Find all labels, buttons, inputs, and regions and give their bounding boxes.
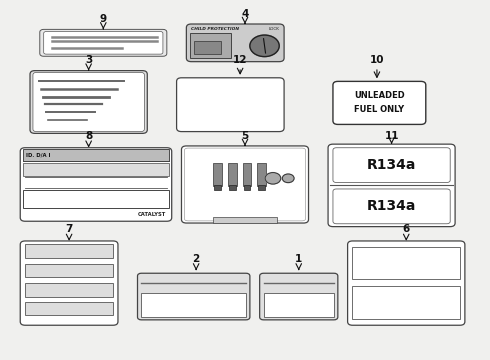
Bar bbox=[25, 264, 113, 277]
Bar bbox=[194, 41, 221, 54]
Text: ID. D/A I: ID. D/A I bbox=[26, 152, 50, 157]
Text: 8: 8 bbox=[85, 131, 92, 140]
Bar bbox=[25, 244, 113, 258]
FancyBboxPatch shape bbox=[33, 72, 145, 132]
Text: LOCK: LOCK bbox=[269, 27, 279, 31]
FancyBboxPatch shape bbox=[333, 81, 426, 125]
Text: 7: 7 bbox=[65, 224, 73, 234]
Bar bbox=[264, 293, 334, 317]
Text: 9: 9 bbox=[100, 14, 107, 24]
Bar bbox=[441, 309, 459, 319]
Text: FUEL ONLY: FUEL ONLY bbox=[354, 105, 404, 114]
FancyBboxPatch shape bbox=[333, 148, 450, 183]
FancyBboxPatch shape bbox=[328, 144, 455, 226]
Bar bbox=[23, 149, 169, 161]
Bar bbox=[228, 163, 237, 186]
Bar bbox=[213, 217, 277, 223]
Text: R134a: R134a bbox=[367, 199, 416, 213]
Bar bbox=[213, 163, 222, 186]
FancyBboxPatch shape bbox=[40, 30, 167, 56]
Bar bbox=[258, 185, 265, 190]
Bar bbox=[352, 247, 460, 279]
Text: UNLEADED: UNLEADED bbox=[354, 91, 405, 100]
Bar bbox=[23, 190, 169, 208]
Text: 11: 11 bbox=[384, 131, 399, 140]
FancyBboxPatch shape bbox=[186, 24, 284, 62]
FancyBboxPatch shape bbox=[333, 189, 450, 224]
Text: 5: 5 bbox=[242, 131, 248, 140]
Circle shape bbox=[250, 35, 279, 57]
Bar bbox=[244, 185, 250, 190]
FancyBboxPatch shape bbox=[347, 241, 465, 325]
Text: 12: 12 bbox=[233, 55, 247, 65]
Text: 4: 4 bbox=[241, 9, 249, 19]
Bar bbox=[229, 185, 236, 190]
Bar bbox=[25, 283, 113, 297]
Bar bbox=[25, 302, 113, 315]
Bar bbox=[214, 185, 221, 190]
Bar bbox=[257, 163, 266, 186]
Text: 6: 6 bbox=[403, 224, 410, 234]
FancyBboxPatch shape bbox=[20, 241, 118, 325]
Text: 1: 1 bbox=[295, 254, 302, 264]
Bar bbox=[190, 33, 231, 58]
Text: CATALYST: CATALYST bbox=[138, 212, 166, 217]
FancyBboxPatch shape bbox=[30, 71, 147, 134]
FancyBboxPatch shape bbox=[138, 273, 250, 320]
FancyBboxPatch shape bbox=[260, 273, 338, 320]
Text: 2: 2 bbox=[193, 254, 200, 264]
Bar bbox=[23, 163, 169, 176]
Bar bbox=[142, 293, 246, 317]
Text: 3: 3 bbox=[85, 55, 92, 65]
FancyBboxPatch shape bbox=[176, 78, 284, 132]
Bar bbox=[243, 163, 251, 186]
FancyBboxPatch shape bbox=[20, 148, 172, 221]
Text: R134a: R134a bbox=[367, 158, 416, 172]
Circle shape bbox=[282, 174, 294, 183]
FancyBboxPatch shape bbox=[181, 146, 309, 223]
FancyBboxPatch shape bbox=[44, 32, 163, 54]
Circle shape bbox=[265, 172, 281, 184]
Text: 10: 10 bbox=[369, 55, 384, 65]
Bar bbox=[352, 285, 460, 319]
Text: CHILD PROTECTION: CHILD PROTECTION bbox=[191, 27, 239, 31]
